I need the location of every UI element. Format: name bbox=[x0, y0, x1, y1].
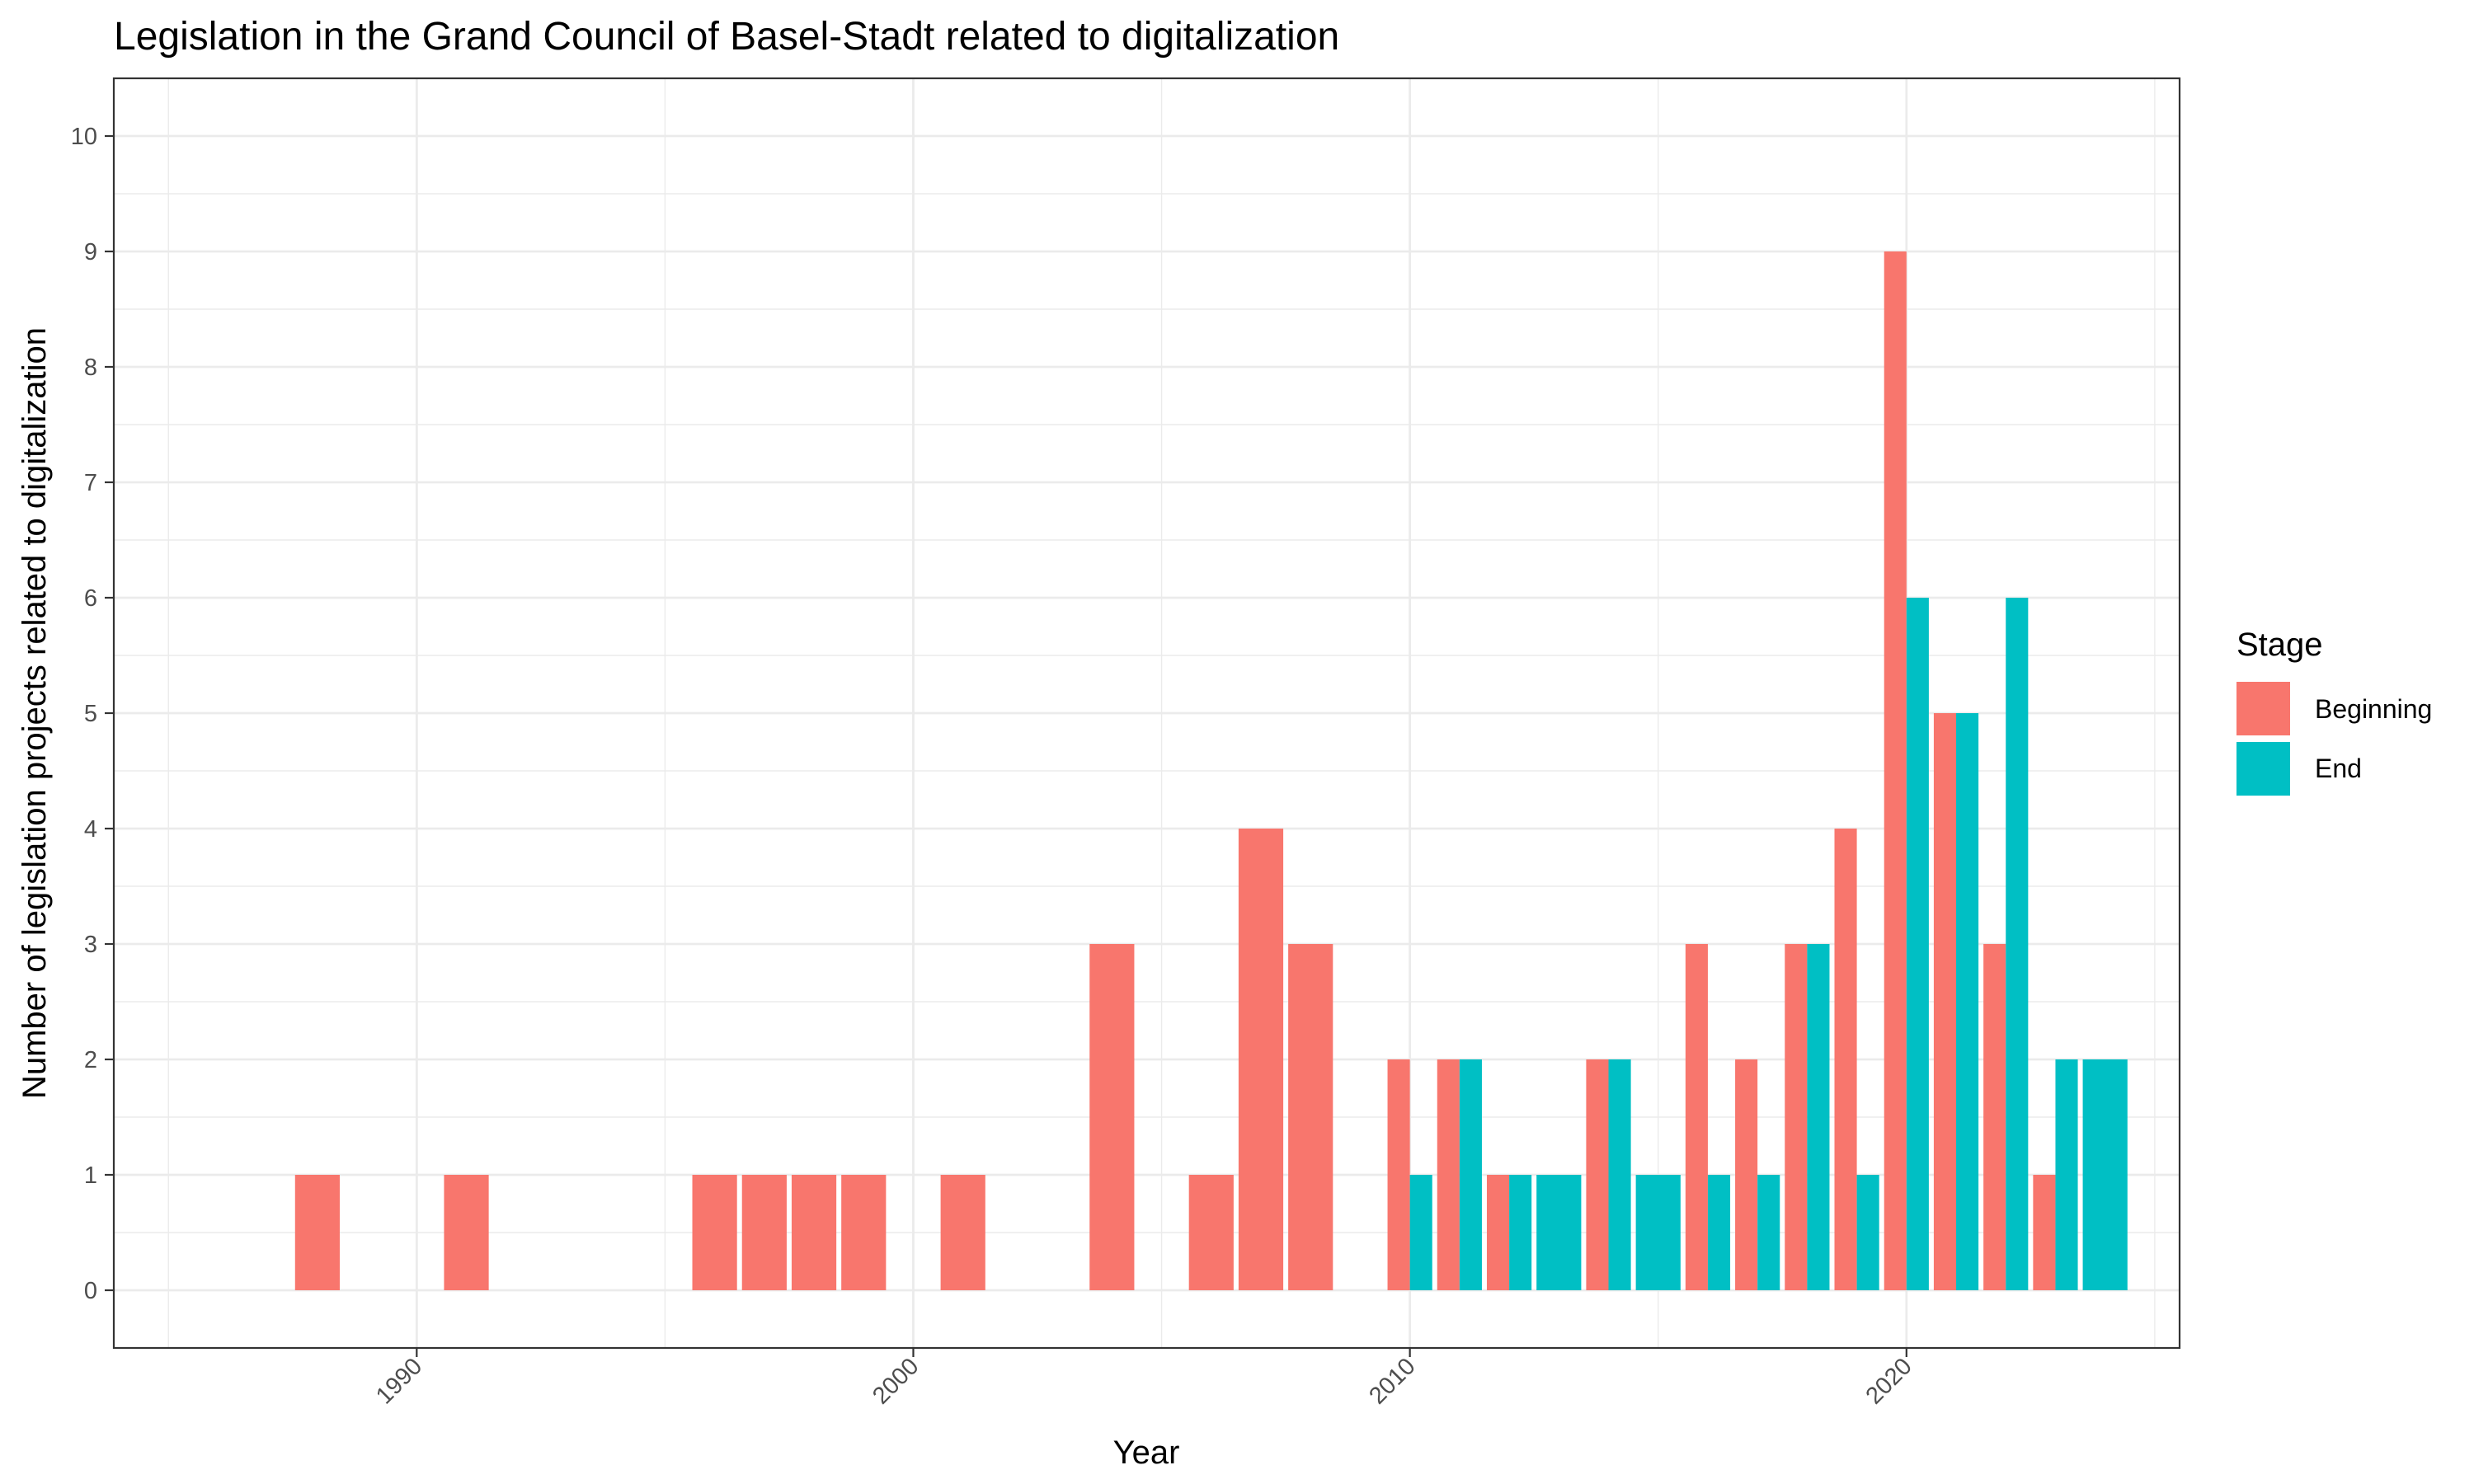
y-tick-label: 2 bbox=[84, 1047, 97, 1073]
bar-beginning-2008 bbox=[1288, 944, 1333, 1290]
legend-key-beginning bbox=[2236, 682, 2290, 735]
y-tick-label: 3 bbox=[84, 932, 97, 958]
bar-beginning-1999 bbox=[841, 1175, 887, 1290]
x-axis: 1990 2000 2010 2020 bbox=[371, 1348, 1917, 1410]
y-tick-label: 6 bbox=[84, 585, 97, 612]
bar-beginning-1998 bbox=[791, 1175, 837, 1290]
bar-end-2010 bbox=[1409, 1175, 1432, 1290]
chart-title: Legislation in the Grand Council of Base… bbox=[114, 15, 1339, 59]
bar-end-2021 bbox=[1956, 713, 1979, 1290]
bar-beginning-2021 bbox=[1933, 713, 1957, 1290]
bar-end-2019 bbox=[1856, 1175, 1879, 1290]
bar-beginning-2019 bbox=[1834, 829, 1857, 1290]
y-tick-label: 10 bbox=[71, 124, 97, 150]
bar-beginning-2012 bbox=[1486, 1175, 1510, 1290]
y-tick-label: 4 bbox=[84, 816, 97, 843]
bar-beginning-1996 bbox=[692, 1175, 737, 1290]
bar-beginning-2006 bbox=[1188, 1175, 1234, 1290]
plot-area bbox=[112, 77, 2181, 1350]
bar-end-2017 bbox=[1757, 1175, 1780, 1290]
bar-beginning-2001 bbox=[940, 1175, 985, 1290]
bar-beginning-2007 bbox=[1238, 829, 1284, 1290]
y-tick-label: 1 bbox=[84, 1162, 97, 1189]
bar-end-2018 bbox=[1807, 944, 1830, 1290]
bar-end-2020 bbox=[1906, 598, 1929, 1290]
y-tick-label: 7 bbox=[84, 470, 97, 496]
legend-label-end: End bbox=[2315, 754, 2362, 783]
bar-beginning-2022 bbox=[1983, 944, 2006, 1290]
bar-beginning-2014 bbox=[1586, 1059, 1609, 1290]
bar-end-2024 bbox=[2082, 1059, 2128, 1290]
bar-beginning-2011 bbox=[1437, 1059, 1460, 1290]
bar-beginning-2018 bbox=[1785, 944, 1808, 1290]
bar-beginning-1997 bbox=[741, 1175, 787, 1290]
bar-end-2022 bbox=[2006, 598, 2029, 1290]
x-tick-label: 2020 bbox=[1861, 1353, 1917, 1409]
bar-beginning-1988 bbox=[294, 1175, 340, 1290]
bar-beginning-1991 bbox=[444, 1175, 489, 1290]
bar-end-2014 bbox=[1608, 1059, 1631, 1290]
y-tick-label: 9 bbox=[84, 239, 97, 265]
bar-beginning-2017 bbox=[1735, 1059, 1758, 1290]
y-tick-label: 8 bbox=[84, 355, 97, 381]
bar-end-2015 bbox=[1635, 1175, 1681, 1290]
bar-beginning-2023 bbox=[2033, 1175, 2056, 1290]
bar-end-2012 bbox=[1509, 1175, 1532, 1290]
y-tick-label: 0 bbox=[84, 1278, 97, 1304]
bar-beginning-2004 bbox=[1089, 944, 1135, 1290]
y-axis: 0 1 2 3 4 5 6 7 8 9 10 bbox=[71, 124, 114, 1304]
y-axis-title: Number of legislation projects related t… bbox=[16, 327, 53, 1099]
y-tick-label: 5 bbox=[84, 701, 97, 727]
x-tick-label: 2000 bbox=[868, 1353, 924, 1409]
bars-layer bbox=[294, 251, 2128, 1290]
bar-end-2011 bbox=[1459, 1059, 1482, 1290]
legend-label-beginning: Beginning bbox=[2315, 694, 2432, 724]
bar-end-2016 bbox=[1707, 1175, 1731, 1290]
bar-beginning-2010 bbox=[1387, 1059, 1410, 1290]
legend-key-end bbox=[2236, 742, 2290, 796]
bar-end-2013 bbox=[1536, 1175, 1582, 1290]
x-tick-label: 1990 bbox=[371, 1353, 427, 1409]
bar-beginning-2016 bbox=[1685, 944, 1708, 1290]
x-tick-label: 2010 bbox=[1364, 1353, 1420, 1409]
bar-end-2023 bbox=[2055, 1059, 2078, 1290]
bar-beginning-2020 bbox=[1884, 251, 1907, 1290]
legend: Stage Beginning End bbox=[2236, 627, 2432, 796]
legend-title: Stage bbox=[2236, 627, 2323, 663]
x-axis-title: Year bbox=[1113, 1435, 1180, 1471]
